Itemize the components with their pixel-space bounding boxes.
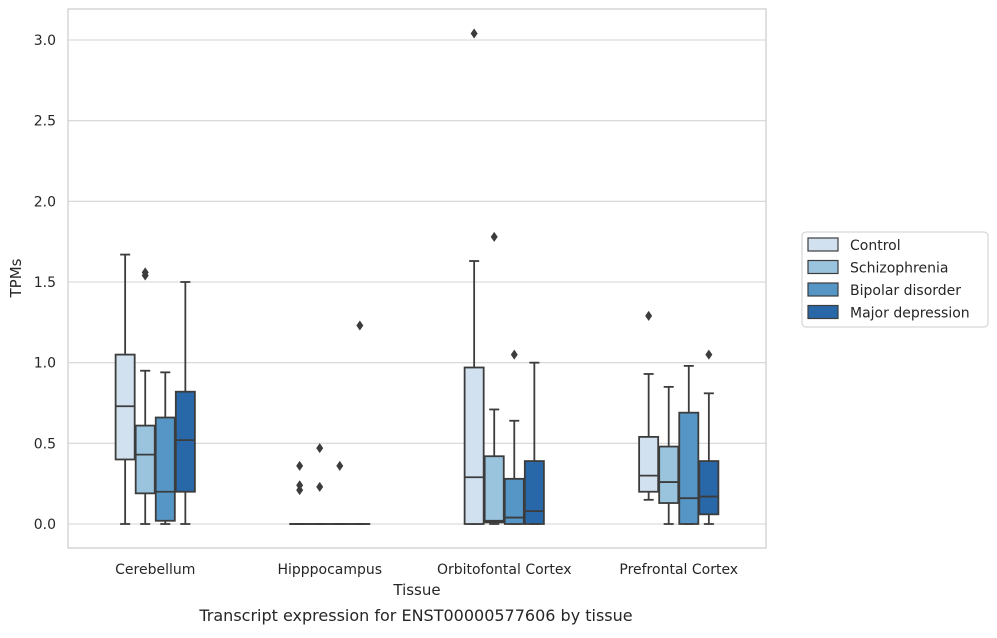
box-major-depression — [350, 321, 369, 524]
outlier-point — [356, 321, 363, 331]
outlier-point — [511, 350, 518, 360]
legend: Control Schizophrenia Bipolar disorder Majo… — [802, 232, 988, 327]
y-tick-label: 0.5 — [34, 436, 56, 452]
y-tick-label: 1.5 — [34, 275, 56, 291]
legend-swatch — [808, 238, 838, 251]
iqr-box — [699, 461, 718, 514]
legend-swatch — [808, 283, 838, 296]
y-tick-label: 2.0 — [34, 194, 56, 210]
box-control — [639, 311, 658, 500]
y-tick-label: 0.0 — [34, 517, 56, 533]
box-major-depression — [699, 350, 718, 524]
iqr-box — [679, 413, 698, 524]
outlier-point — [645, 311, 652, 321]
box-layer — [116, 29, 719, 524]
box-bipolar-disorder — [156, 372, 175, 524]
outlier-point — [491, 232, 498, 242]
box-control — [465, 29, 484, 524]
y-tick-label: 3.0 — [34, 33, 56, 49]
legend-label: Bipolar disorder — [850, 283, 961, 299]
x-tick-label: Hipppocampus — [277, 562, 382, 578]
iqr-box — [659, 447, 678, 503]
iqr-box — [136, 426, 155, 494]
y-tick-label: 2.5 — [34, 114, 56, 130]
box-bipolar-disorder — [505, 350, 524, 524]
outlier-point — [296, 461, 303, 471]
box-major-depression — [176, 282, 195, 524]
x-tick-label: Prefrontal Cortex — [619, 562, 738, 578]
iqr-box — [465, 368, 484, 524]
x-axis-label: Tissue — [392, 581, 440, 599]
outlier-point — [316, 443, 323, 453]
iqr-box — [639, 437, 658, 492]
x-tick-label: Orbitofontal Cortex — [437, 562, 572, 578]
legend-label: Schizophrenia — [850, 261, 948, 277]
iqr-box — [176, 392, 195, 492]
iqr-box — [525, 461, 544, 524]
legend-label: Control — [850, 238, 901, 254]
outlier-point — [471, 29, 478, 39]
x-tick-label: Cerebellum — [115, 562, 195, 578]
box-schizophrenia — [659, 387, 678, 524]
outlier-point — [316, 482, 323, 492]
legend-label: Major depression — [850, 306, 970, 322]
outlier-point — [705, 350, 712, 360]
iqr-box — [156, 418, 175, 521]
box-schizophrenia — [485, 232, 504, 524]
box-schizophrenia — [136, 267, 155, 524]
x-tick-labels: Cerebellum Hipppocampus Orbitofontal Corte… — [115, 562, 738, 578]
y-tick-label: 1.0 — [34, 356, 56, 372]
outlier-point — [336, 461, 343, 471]
legend-swatch — [808, 261, 838, 274]
box-control — [290, 461, 309, 524]
box-control — [116, 255, 135, 524]
y-axis-label: TPMs — [7, 258, 25, 298]
box-bipolar-disorder — [679, 366, 698, 524]
box-bipolar-disorder — [330, 461, 349, 524]
legend-swatch — [808, 306, 838, 319]
chart-caption: Transcript expression for ENST0000057760… — [0, 606, 832, 625]
iqr-box — [485, 456, 504, 522]
box-schizophrenia — [310, 443, 329, 524]
y-tick-labels: 0.0 0.5 1.0 1.5 2.0 2.5 3.0 — [34, 33, 56, 533]
